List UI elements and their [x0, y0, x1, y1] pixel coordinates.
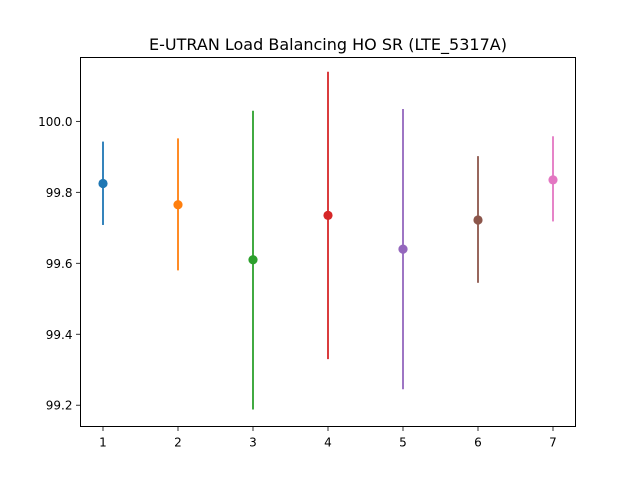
y-tick-label: 99.4: [46, 328, 73, 342]
data-point-7: [548, 175, 558, 185]
y-tick-label: 100.0: [38, 115, 72, 129]
data-point-6: [473, 215, 483, 225]
data-point-4: [323, 210, 333, 220]
x-tick-label: 5: [399, 436, 407, 450]
data-point-3: [248, 255, 258, 265]
data-point-1: [98, 178, 108, 189]
x-tick-label: 2: [174, 436, 182, 450]
data-point-5: [398, 244, 408, 254]
x-tick-label: 1: [99, 436, 107, 450]
x-tick-label: 7: [549, 436, 557, 450]
x-tick-label: 3: [249, 436, 257, 450]
y-tick-label: 99.6: [46, 257, 73, 271]
x-tick-label: 6: [474, 436, 482, 450]
chart-title: E-UTRAN Load Balancing HO SR (LTE_5317A): [149, 35, 507, 55]
x-tick-label: 4: [324, 436, 332, 450]
data-point-2: [173, 200, 183, 210]
y-tick-label: 99.8: [46, 186, 73, 200]
y-tick-label: 99.2: [46, 399, 73, 413]
